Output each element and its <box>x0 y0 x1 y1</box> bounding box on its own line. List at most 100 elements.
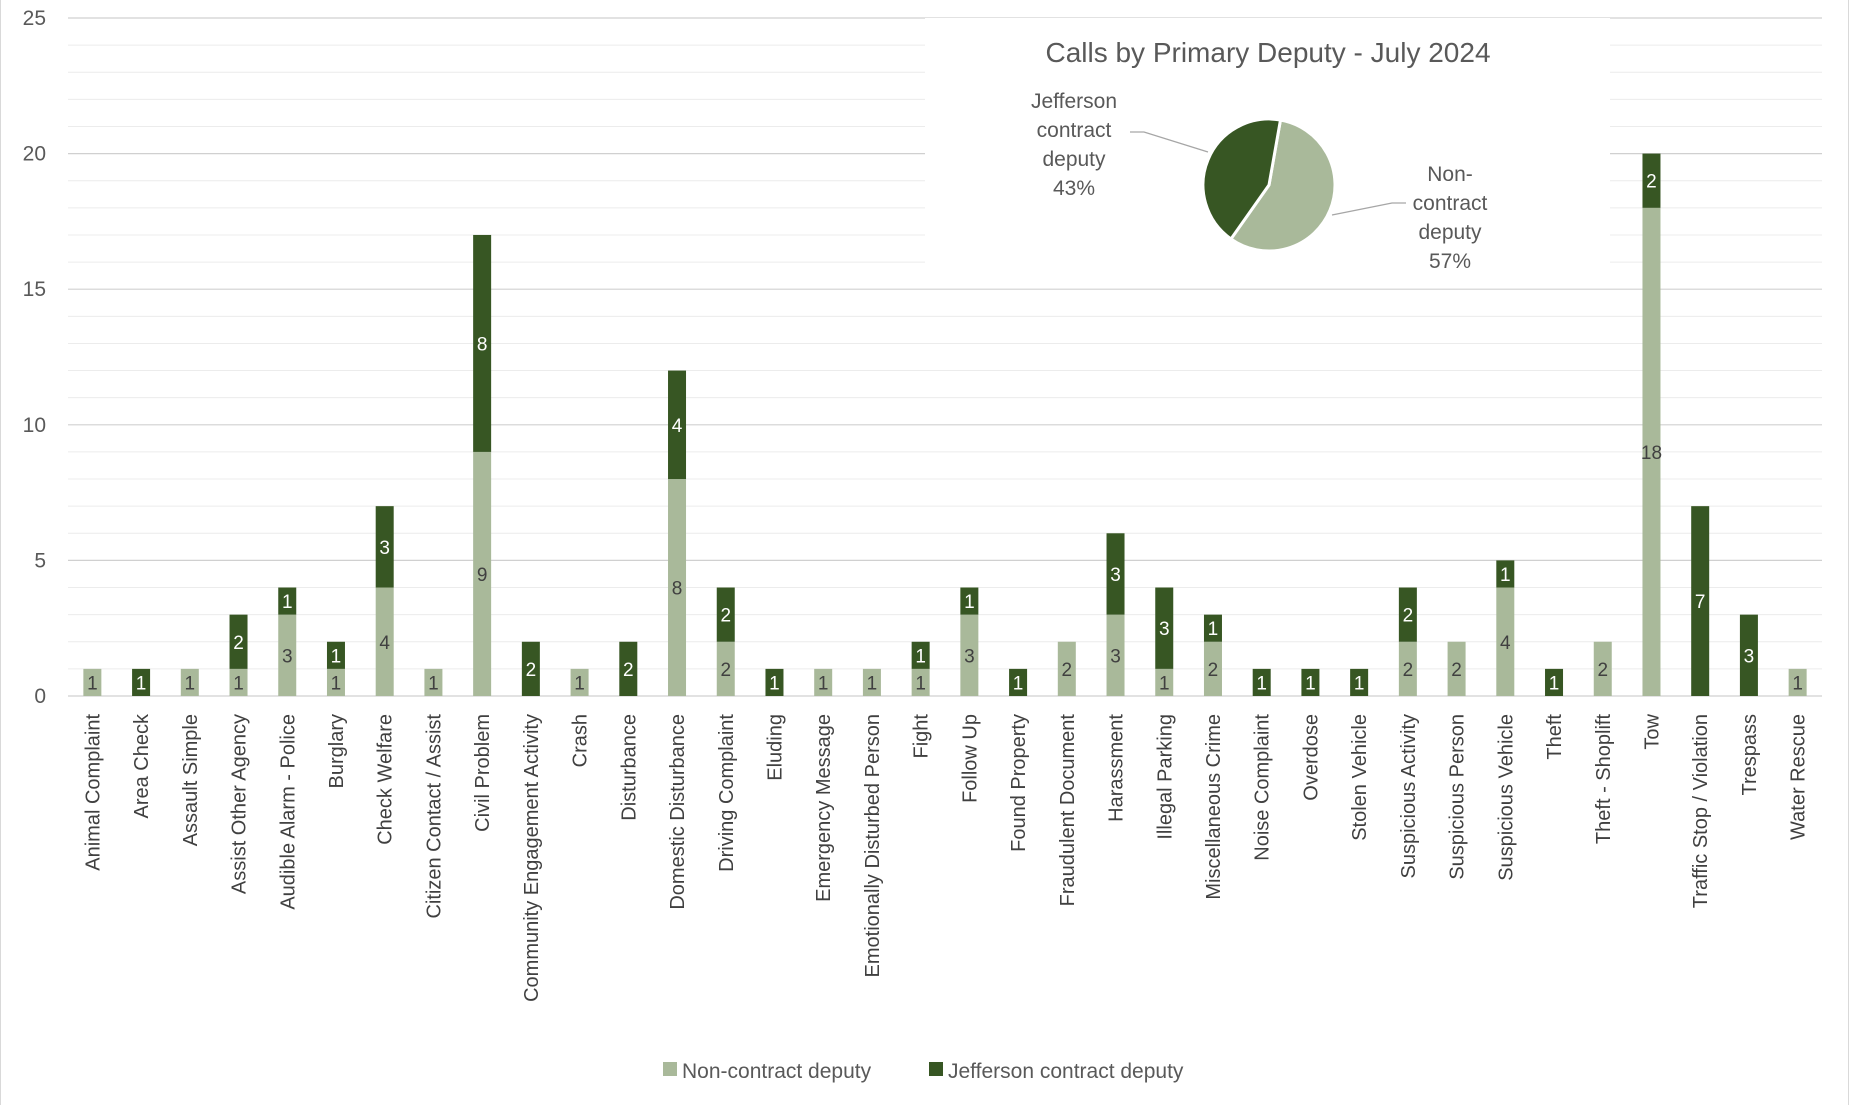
data-label: 2 <box>623 660 634 681</box>
data-label: 1 <box>331 673 342 694</box>
x-tick-label: Burglary <box>326 714 348 788</box>
x-tick-label: Animal Complaint <box>82 714 104 871</box>
x-tick-label: Audible Alarm - Police <box>277 714 299 910</box>
y-axis-labels: 0 5 10 15 20 25 <box>23 7 46 708</box>
bar-segment <box>716 641 735 696</box>
data-label: 2 <box>1597 660 1608 681</box>
bar-segment <box>619 641 638 696</box>
pie-slice-label: Non-contract deputy 57% <box>1413 163 1488 273</box>
data-label: 1 <box>769 673 780 694</box>
data-label: 1 <box>1305 673 1316 694</box>
x-tick-label: Eluding <box>764 714 786 781</box>
x-tick-label: Overdose <box>1300 714 1322 801</box>
bar-segment <box>1155 668 1174 696</box>
bar-segment <box>862 668 881 696</box>
bar-segment <box>1496 560 1515 588</box>
data-label: 1 <box>964 592 975 613</box>
y-tick-label: 25 <box>23 7 46 30</box>
y-tick-label: 15 <box>23 278 46 301</box>
pie-slice-label: Jefferson contract deputy 43% <box>1031 90 1117 200</box>
x-tick-label: Trespass <box>1739 714 1761 796</box>
y-tick-label: 5 <box>34 549 46 572</box>
x-tick-label: Noise Complaint <box>1252 714 1274 861</box>
bar-segment <box>911 668 930 696</box>
x-tick-label: Theft - Shoplift <box>1593 714 1615 845</box>
pie-leader-line <box>1331 202 1406 216</box>
x-tick-label: Follow Up <box>959 714 981 803</box>
data-label: 1 <box>428 673 439 694</box>
data-label: 1 <box>1354 673 1365 694</box>
data-label: 3 <box>379 538 390 559</box>
bar-segment <box>960 614 979 696</box>
pie-leader-line <box>1130 131 1209 153</box>
pie-title: Calls by Primary Deputy - July 2024 <box>1045 37 1490 68</box>
legend: Non-contract deputy Jefferson contract de… <box>663 1060 1184 1083</box>
data-label: 1 <box>1208 619 1219 640</box>
bar-segment <box>765 668 784 696</box>
data-label: 4 <box>379 633 390 654</box>
bar-segment <box>521 641 540 696</box>
data-label: 1 <box>915 673 926 694</box>
data-label: 2 <box>233 633 244 654</box>
data-label: 1 <box>1500 565 1511 586</box>
bar-segment <box>1398 641 1417 696</box>
bar-segment <box>1350 668 1369 696</box>
x-tick-label: Civil Problem <box>472 714 494 832</box>
bar-segment <box>1398 587 1417 642</box>
bar-segment <box>473 234 492 452</box>
bar-segment <box>229 614 248 669</box>
bar-segment <box>375 506 394 588</box>
data-label: 3 <box>1159 619 1170 640</box>
bar-segment <box>960 587 979 615</box>
bar-segment <box>424 668 443 696</box>
x-axis-labels: Animal Complaint Area Check Assault Simple… <box>82 713 1809 1002</box>
bar-segment <box>1545 668 1564 696</box>
data-label: 2 <box>1403 606 1414 627</box>
data-label: 8 <box>672 579 683 600</box>
data-label: 2 <box>720 660 731 681</box>
data-label: 2 <box>1451 660 1462 681</box>
y-tick-label: 20 <box>23 143 46 166</box>
bar-segment <box>814 668 833 696</box>
data-label: 3 <box>1110 565 1121 586</box>
x-tick-label: Found Property <box>1008 714 1030 852</box>
bar-segment <box>1252 668 1271 696</box>
bar-segment <box>1057 641 1076 696</box>
x-tick-label: Assist Other Agency <box>229 714 251 894</box>
data-label: 1 <box>1013 673 1024 694</box>
x-tick-label: Assault Simple <box>180 714 202 846</box>
x-tick-label: Community Engagement Activity <box>521 714 543 1002</box>
x-tick-label: Harassment <box>1106 714 1128 822</box>
bar-segment <box>1496 587 1515 696</box>
data-label: 3 <box>282 646 293 667</box>
bar-segment <box>1691 506 1710 696</box>
x-tick-label: Driving Complaint <box>716 714 738 872</box>
x-tick-label: Traffic Stop / Violation <box>1690 714 1712 908</box>
legend-label: Jefferson contract deputy <box>948 1060 1184 1083</box>
bar-segment <box>1642 153 1661 208</box>
x-tick-label: Check Welfare <box>375 714 397 845</box>
x-tick-label: Miscellaneous Crime <box>1203 714 1225 900</box>
bar-segment <box>180 668 199 696</box>
data-label: 2 <box>1062 660 1073 681</box>
y-tick-label: 10 <box>23 414 46 437</box>
data-label: 1 <box>1256 673 1267 694</box>
x-tick-label: Crash <box>570 714 592 767</box>
bar-segment <box>911 641 930 669</box>
y-tick-label: 0 <box>34 685 46 708</box>
x-tick-label: Suspicious Activity <box>1398 714 1420 879</box>
x-tick-label: Fight <box>911 714 933 759</box>
x-tick-label: Tow <box>1641 713 1663 749</box>
data-label: 4 <box>672 416 683 437</box>
bar-segment <box>473 451 492 696</box>
x-tick-label: Illegal Parking <box>1154 714 1176 840</box>
data-label: 2 <box>720 606 731 627</box>
data-label: 8 <box>477 334 488 355</box>
bar-segment <box>326 668 345 696</box>
bar-segment <box>1009 668 1028 696</box>
bar-segment <box>326 641 345 669</box>
bar-segment <box>1593 641 1612 696</box>
data-label: 9 <box>477 565 488 586</box>
bar-segment <box>1301 668 1320 696</box>
